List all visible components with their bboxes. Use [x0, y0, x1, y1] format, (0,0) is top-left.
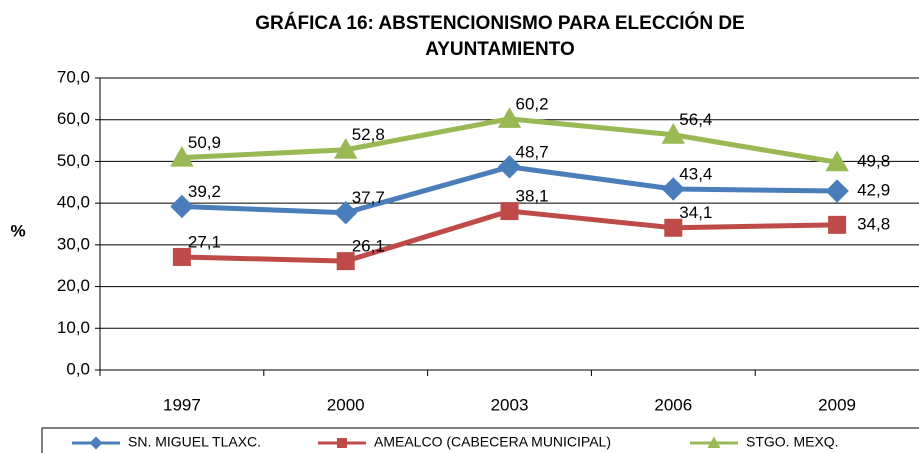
data-label: 52,8: [352, 125, 385, 144]
data-label: 27,1: [188, 232, 221, 251]
y-tick-label: 10,0: [57, 318, 90, 337]
marker: [707, 436, 721, 448]
marker: [500, 202, 519, 221]
x-tick-label: 2003: [491, 395, 529, 414]
marker: [172, 247, 191, 266]
data-label: 49,8: [857, 152, 890, 171]
legend-label: STGO. MEXQ.: [746, 434, 839, 450]
data-label: 37,7: [352, 188, 385, 207]
legend-label: SN. MIGUEL TLAXC.: [128, 434, 261, 450]
chart-title: AYUNTAMIENTO: [425, 39, 575, 60]
data-label: 48,7: [516, 142, 549, 161]
marker: [170, 194, 194, 219]
marker: [497, 155, 522, 179]
data-label: 34,8: [857, 214, 890, 233]
y-tick-label: 50,0: [57, 151, 90, 170]
y-tick-label: 0,0: [66, 359, 90, 378]
data-label: 50,9: [188, 133, 221, 152]
chart-title: GRÁFICA 16: ABSTENCIONISMO PARA ELECCIÓN…: [255, 12, 744, 34]
marker: [89, 436, 103, 450]
marker: [334, 201, 358, 225]
data-label: 38,1: [516, 187, 549, 206]
data-label: 39,2: [188, 182, 221, 201]
marker: [825, 179, 849, 203]
legend-label: AMEALCO (CABECERA MUNICIPAL): [374, 434, 611, 450]
marker: [336, 252, 355, 271]
y-tick-label: 40,0: [57, 193, 90, 212]
marker: [334, 138, 358, 159]
x-tick-label: 2000: [327, 395, 365, 414]
data-label: 42,9: [857, 181, 890, 200]
legend-box: [41, 427, 919, 453]
marker: [661, 123, 685, 144]
marker: [661, 177, 685, 201]
data-label: 43,4: [679, 164, 712, 183]
x-tick-label: 1997: [163, 395, 201, 414]
marker: [825, 150, 849, 172]
marker: [170, 145, 194, 167]
data-label: 56,4: [679, 110, 712, 129]
marker: [664, 218, 683, 237]
marker: [497, 107, 522, 128]
marker: [337, 438, 347, 448]
y-tick-label: 70,0: [57, 67, 90, 86]
y-axis-label: %: [10, 221, 25, 240]
data-label: 26,1: [352, 237, 385, 256]
data-label: 34,1: [679, 203, 712, 222]
y-tick-label: 60,0: [57, 109, 90, 128]
y-tick-label: 30,0: [57, 234, 90, 253]
marker: [828, 215, 847, 234]
data-label: 60,2: [516, 94, 549, 113]
x-tick-label: 2006: [654, 395, 692, 414]
x-tick-label: 2009: [818, 395, 856, 414]
legend: SN. MIGUEL TLAXC. AMEALCO (CABECERA MUNIC…: [72, 434, 839, 450]
y-tick-label: 20,0: [57, 276, 90, 295]
